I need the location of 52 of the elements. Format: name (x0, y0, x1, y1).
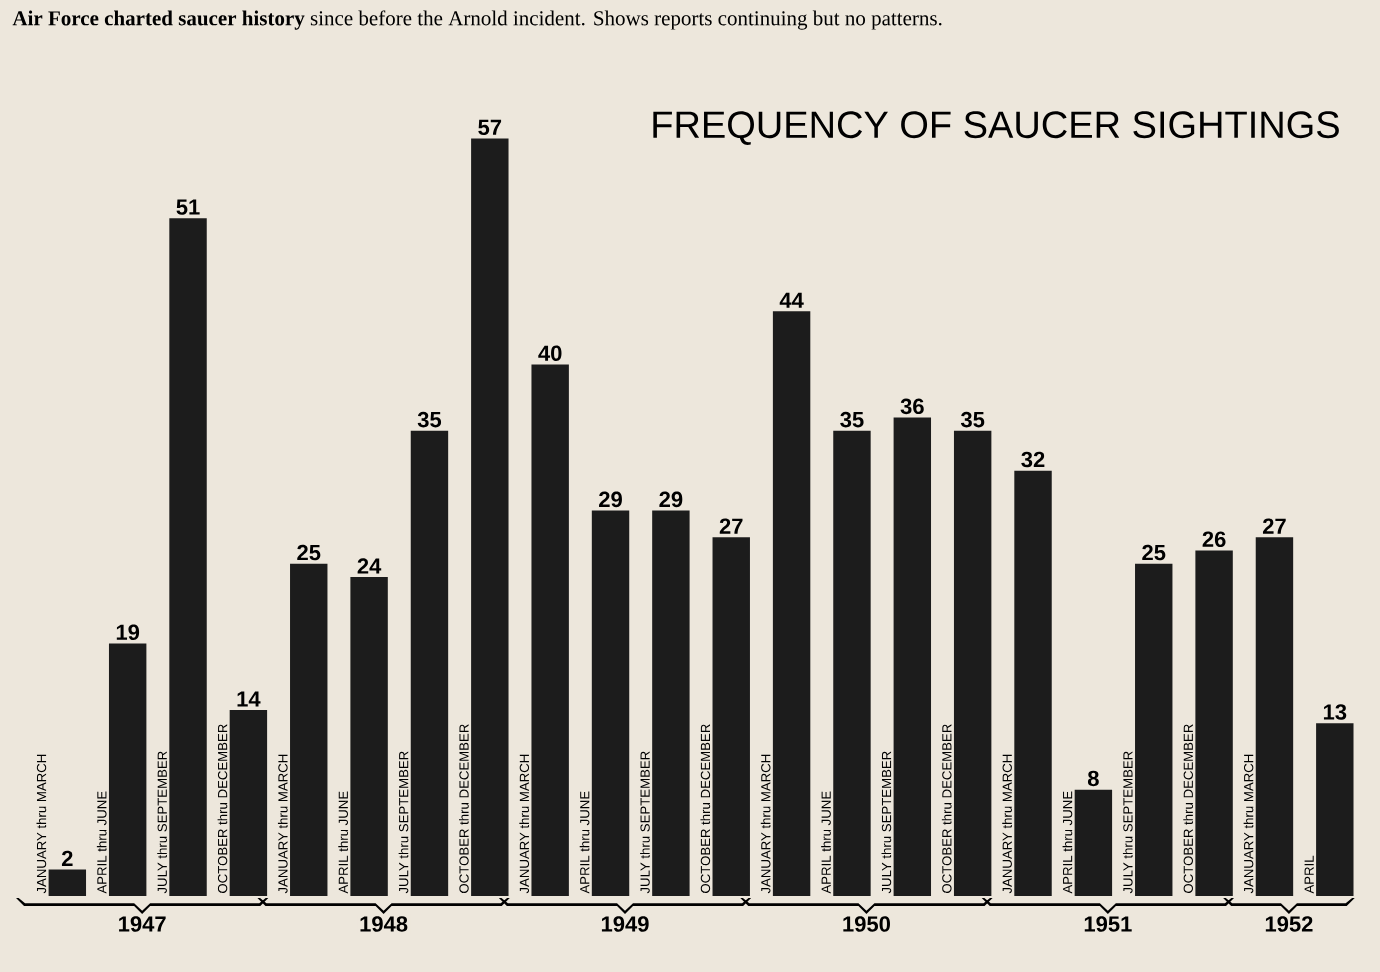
data-label: 27 (1262, 518, 1286, 534)
bar (772, 311, 811, 896)
text: Air Force charted saucer history since before the Arnold incident. Shows reports continuing but no patterns. (12, 10, 942, 30)
bar (591, 510, 630, 896)
bar (1074, 789, 1113, 896)
data-label: 29 (599, 491, 622, 508)
data-label: 35 (960, 411, 985, 428)
data-label: 29 (659, 491, 683, 508)
data-label: 2 (61, 850, 73, 866)
bar (652, 510, 690, 896)
data-label: 35 (417, 411, 442, 428)
data-label: 8 (1087, 770, 1099, 787)
bar (48, 869, 87, 896)
bar (953, 430, 992, 896)
bar (712, 537, 750, 896)
data-label: 25 (1142, 544, 1166, 561)
bar (108, 643, 147, 896)
data-label: 25 (297, 544, 321, 561)
data-label: 14 (237, 691, 261, 707)
data-label: 35 (840, 411, 864, 428)
bar (229, 709, 268, 896)
data-label: 13 (1323, 704, 1347, 720)
data-label: 26 (1202, 531, 1226, 548)
text: 1952 (1265, 916, 1313, 932)
data-label: 40 (538, 345, 562, 361)
bar (1195, 550, 1233, 896)
text: 1948 (360, 916, 408, 932)
bar (1135, 563, 1173, 896)
bar (290, 563, 328, 896)
data-label: 32 (1021, 451, 1045, 468)
bar (1014, 470, 1052, 896)
data-label: 51 (176, 199, 200, 215)
bar (410, 430, 449, 896)
data-label: 44 (779, 292, 804, 308)
data-label: 27 (719, 518, 743, 534)
bar (833, 430, 871, 896)
chart-title: FREQUENCY OF SAUCER SIGHTINGS (653, 111, 1339, 145)
bar (531, 364, 569, 896)
text: 1951 (1084, 916, 1132, 932)
text: 1950 (843, 916, 890, 932)
bar (350, 577, 388, 896)
bar (1316, 723, 1354, 896)
bar (1255, 537, 1294, 896)
data-label: 36 (900, 398, 924, 415)
data-label: 19 (116, 624, 140, 641)
bar (471, 138, 509, 896)
bar (893, 417, 932, 896)
text: 1947 (119, 916, 166, 932)
data-label: 24 (357, 558, 382, 574)
bar (169, 218, 207, 896)
text: 1949 (601, 916, 649, 932)
data-label: 57 (478, 119, 502, 136)
